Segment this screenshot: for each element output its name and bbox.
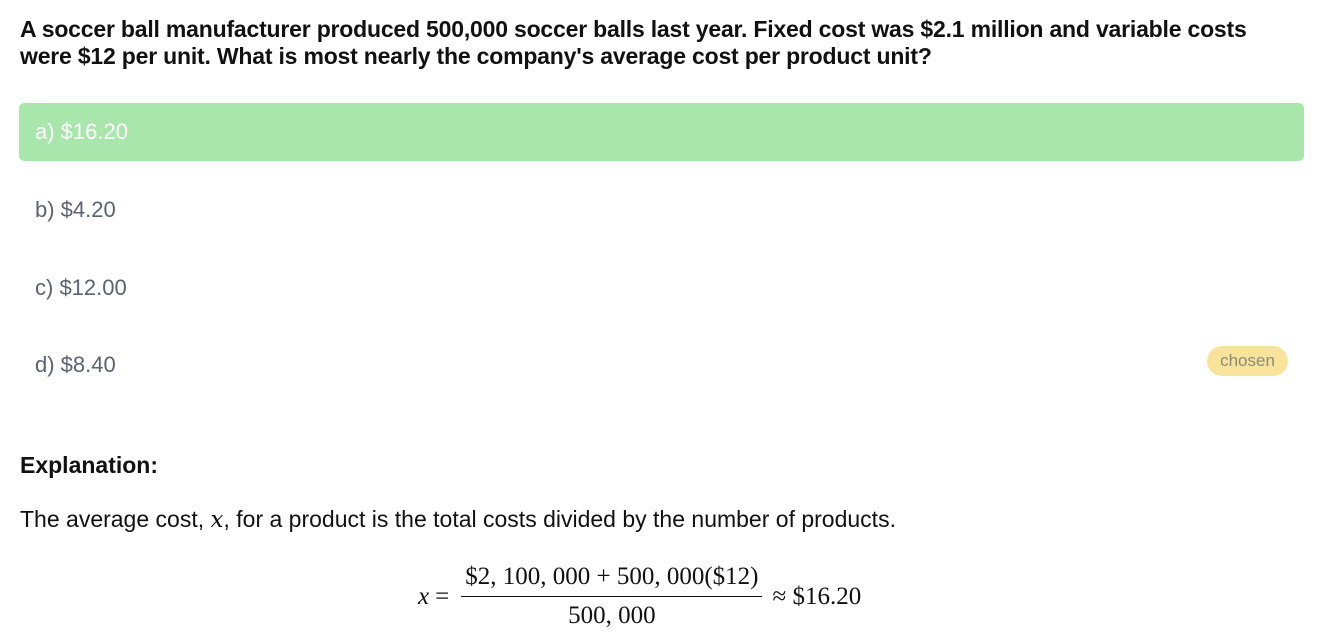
explanation-text: The average cost, x, for a product is th… xyxy=(20,506,896,533)
question-line-2: were $12 per unit. What is most nearly t… xyxy=(20,43,932,69)
option-c-label: c) $12.00 xyxy=(35,275,127,300)
answer-option-a[interactable]: a) $16.20 xyxy=(19,103,1304,161)
explanation-heading: Explanation: xyxy=(20,452,159,478)
question-line-1: A soccer ball manufacturer produced 500,… xyxy=(20,16,1247,42)
chosen-badge: chosen xyxy=(1207,346,1288,376)
option-b-label: b) $4.20 xyxy=(35,197,116,222)
answer-option-c[interactable]: c) $12.00 xyxy=(19,259,1304,317)
option-a-label: a) $16.20 xyxy=(35,119,128,144)
formula-equals: = xyxy=(435,582,450,610)
explanation-variable: x xyxy=(210,507,224,533)
answer-option-d[interactable]: d) $8.40 xyxy=(19,336,1304,394)
average-cost-formula: x = $2, 100, 000 + 500, 000($12) 500, 00… xyxy=(418,562,861,631)
explanation-text-after: , for a product is the total costs divid… xyxy=(223,506,896,532)
formula-fraction: $2, 100, 000 + 500, 000($12) 500, 000 xyxy=(461,562,763,631)
formula-result: ≈ $16.20 xyxy=(772,582,862,610)
option-d-label: d) $8.40 xyxy=(35,352,116,377)
formula-variable: x xyxy=(418,582,430,610)
answer-option-b[interactable]: b) $4.20 xyxy=(19,181,1304,239)
formula-numerator: $2, 100, 000 + 500, 000($12) xyxy=(461,562,763,597)
formula-denominator: 500, 000 xyxy=(568,602,656,629)
explanation-text-before: The average cost, xyxy=(20,506,211,532)
question-text: A soccer ball manufacturer produced 500,… xyxy=(20,16,1310,70)
